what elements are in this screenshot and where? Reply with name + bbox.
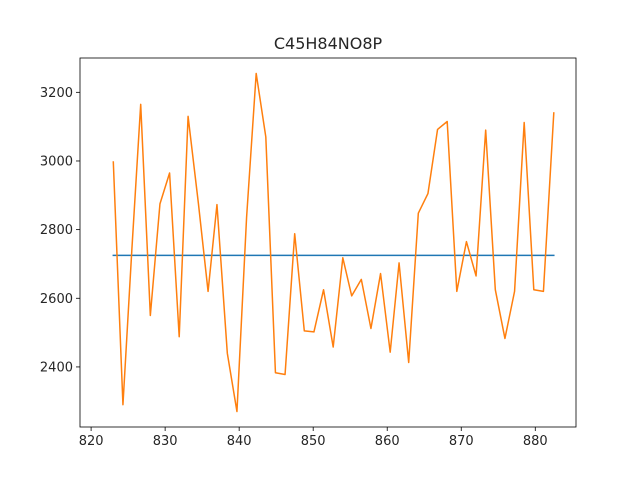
x-tick-label-4: 860 — [375, 434, 400, 449]
y-tick-label-2: 2800 — [40, 223, 73, 238]
y-tick-label-1: 2600 — [40, 292, 73, 307]
axes-layer: 820 830 840 850 860 870 880 2400 2600 2800 3000 320… — [40, 57, 577, 449]
x-tick-label-0: 820 — [79, 434, 104, 449]
y-tick-label-4: 3200 — [40, 86, 73, 101]
x-tick-label-6: 880 — [523, 434, 548, 449]
x-tick-label-2: 840 — [227, 434, 252, 449]
x-tick-label-1: 830 — [153, 434, 178, 449]
x-tick-label-3: 850 — [301, 434, 326, 449]
x-tick-label-5: 870 — [449, 434, 474, 449]
series-line-1 — [112, 72, 555, 413]
series-layer — [112, 72, 555, 413]
y-tick-label-0: 2400 — [40, 360, 73, 375]
plot-frame — [79, 57, 577, 428]
y-tick-label-3: 3000 — [40, 154, 73, 169]
chart-title: C45H84NO8P — [274, 34, 383, 53]
